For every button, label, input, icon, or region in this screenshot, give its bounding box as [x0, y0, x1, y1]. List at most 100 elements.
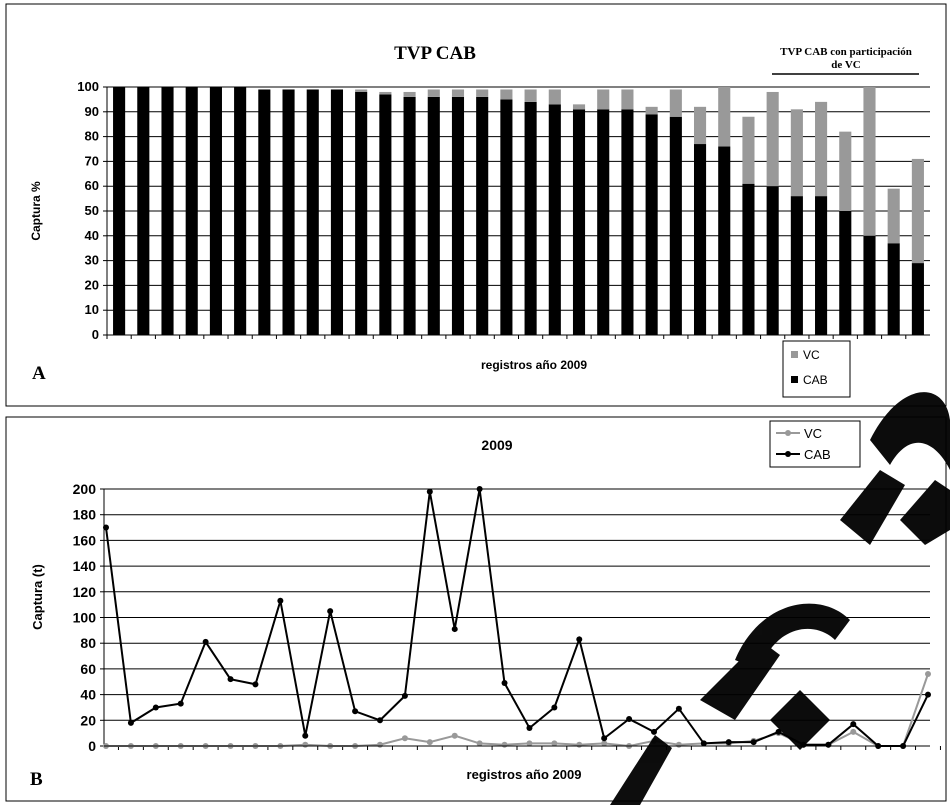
point-vc	[302, 741, 309, 748]
bar-cab	[306, 89, 319, 335]
chart-a-xlabel: registros año 2009	[481, 358, 587, 372]
point-vc	[426, 739, 433, 746]
point-cab	[327, 608, 334, 615]
point-cab	[152, 704, 159, 711]
y-tick-label-a: 40	[85, 228, 99, 243]
point-cab	[277, 597, 284, 604]
point-vc	[576, 741, 583, 748]
point-cab	[103, 524, 109, 531]
legend-b-label-cab: CAB	[804, 447, 831, 462]
point-cab	[925, 691, 931, 698]
y-tick-label-a: 50	[85, 203, 99, 218]
point-cab	[700, 740, 707, 747]
y-tick-label-a: 70	[85, 153, 99, 168]
y-tick-label-a: 90	[85, 104, 99, 119]
y-tick-label-b: 160	[73, 532, 97, 548]
panel-b-letter: B	[30, 769, 43, 790]
point-vc	[551, 740, 558, 747]
bar-vc	[379, 91, 392, 95]
bar-vc	[597, 89, 610, 110]
y-tick-label-a: 20	[85, 277, 99, 292]
point-vc	[526, 740, 533, 747]
bar-cab	[500, 99, 513, 336]
point-vc	[476, 740, 483, 747]
bar-vc	[863, 87, 876, 236]
panel-a-letter: A	[32, 363, 46, 384]
bar-cab	[669, 116, 682, 335]
point-cab	[850, 721, 857, 728]
chart-a-plot: 0 10 20 30 40 50 60 70 80 90 100	[77, 79, 930, 342]
bar-vc	[669, 89, 682, 117]
point-vc	[401, 735, 408, 742]
bar-cab	[718, 146, 731, 335]
y-tick-label-b: 140	[73, 558, 97, 574]
point-cab	[551, 704, 558, 711]
chart-a-title: TVP CAB	[394, 43, 476, 64]
bar-vc	[790, 109, 803, 197]
y-tick-label-b: 120	[73, 584, 97, 600]
bar-vc	[839, 131, 852, 211]
bar-vc	[500, 89, 513, 100]
point-cab	[476, 486, 483, 492]
point-cab	[377, 717, 383, 724]
y-tick-label-a: 100	[77, 79, 99, 94]
bar-cab	[330, 89, 344, 335]
bar-cab	[548, 104, 561, 335]
point-cab	[501, 680, 508, 687]
y-tick-label-a: 10	[85, 302, 99, 317]
y-tick-label-a: 0	[92, 327, 99, 342]
point-vc	[451, 732, 458, 739]
legend-swatch-cab	[791, 376, 798, 383]
bar-vc	[766, 91, 779, 187]
point-cab	[825, 741, 832, 748]
chart-b-plot: 0 20 40 60 80 100 120 140 160 180 200	[73, 481, 941, 754]
bar-vc	[887, 188, 900, 244]
watermark	[610, 392, 950, 805]
bar-vc	[451, 89, 465, 97]
bar-cab	[766, 186, 779, 335]
bar-vc	[572, 104, 586, 110]
bar-cab	[113, 87, 126, 335]
bar-cab	[572, 109, 586, 335]
bar-vc	[911, 158, 924, 264]
point-cab	[675, 705, 682, 712]
point-cab	[626, 716, 633, 723]
legend-marker-vc	[785, 430, 791, 436]
point-cab	[576, 636, 583, 643]
bar-vc	[718, 87, 731, 147]
bar-cab	[355, 91, 368, 336]
bar-cab	[597, 109, 610, 335]
point-cab	[127, 719, 134, 726]
bar-cab	[839, 211, 852, 335]
y-tick-label-a: 60	[85, 178, 99, 193]
point-cab	[750, 739, 757, 746]
legend-marker-cab	[785, 451, 791, 457]
y-tick-label-b: 60	[80, 661, 96, 677]
legend-swatch-vc	[791, 351, 798, 358]
point-vc	[501, 741, 508, 748]
bar-cab	[185, 87, 198, 335]
point-cab	[302, 732, 309, 739]
bar-cab	[137, 87, 150, 335]
bar-vc	[524, 89, 537, 102]
bar-cab	[887, 243, 900, 335]
bar-cab	[742, 183, 755, 335]
point-vc	[601, 740, 608, 747]
point-cab	[426, 488, 433, 495]
legend-label-cab: CAB	[803, 373, 828, 387]
y-tick-label-a: 80	[85, 129, 99, 144]
y-tick-label-b: 20	[80, 712, 96, 728]
bar-vc	[548, 89, 561, 105]
y-tick-label-b: 100	[73, 610, 97, 626]
y-tick-label-a: 30	[85, 253, 99, 268]
bar-cab	[234, 87, 247, 335]
chart-a-ylabel: Captura %	[29, 181, 43, 241]
bar-cab	[451, 96, 465, 335]
chart-b-title: 2009	[481, 437, 512, 453]
legend-b-label-vc: VC	[804, 426, 822, 441]
point-vc	[925, 671, 931, 678]
point-cab	[177, 700, 184, 707]
bar-cab	[815, 196, 828, 335]
bar-vc	[815, 101, 828, 197]
point-cab	[601, 735, 608, 742]
